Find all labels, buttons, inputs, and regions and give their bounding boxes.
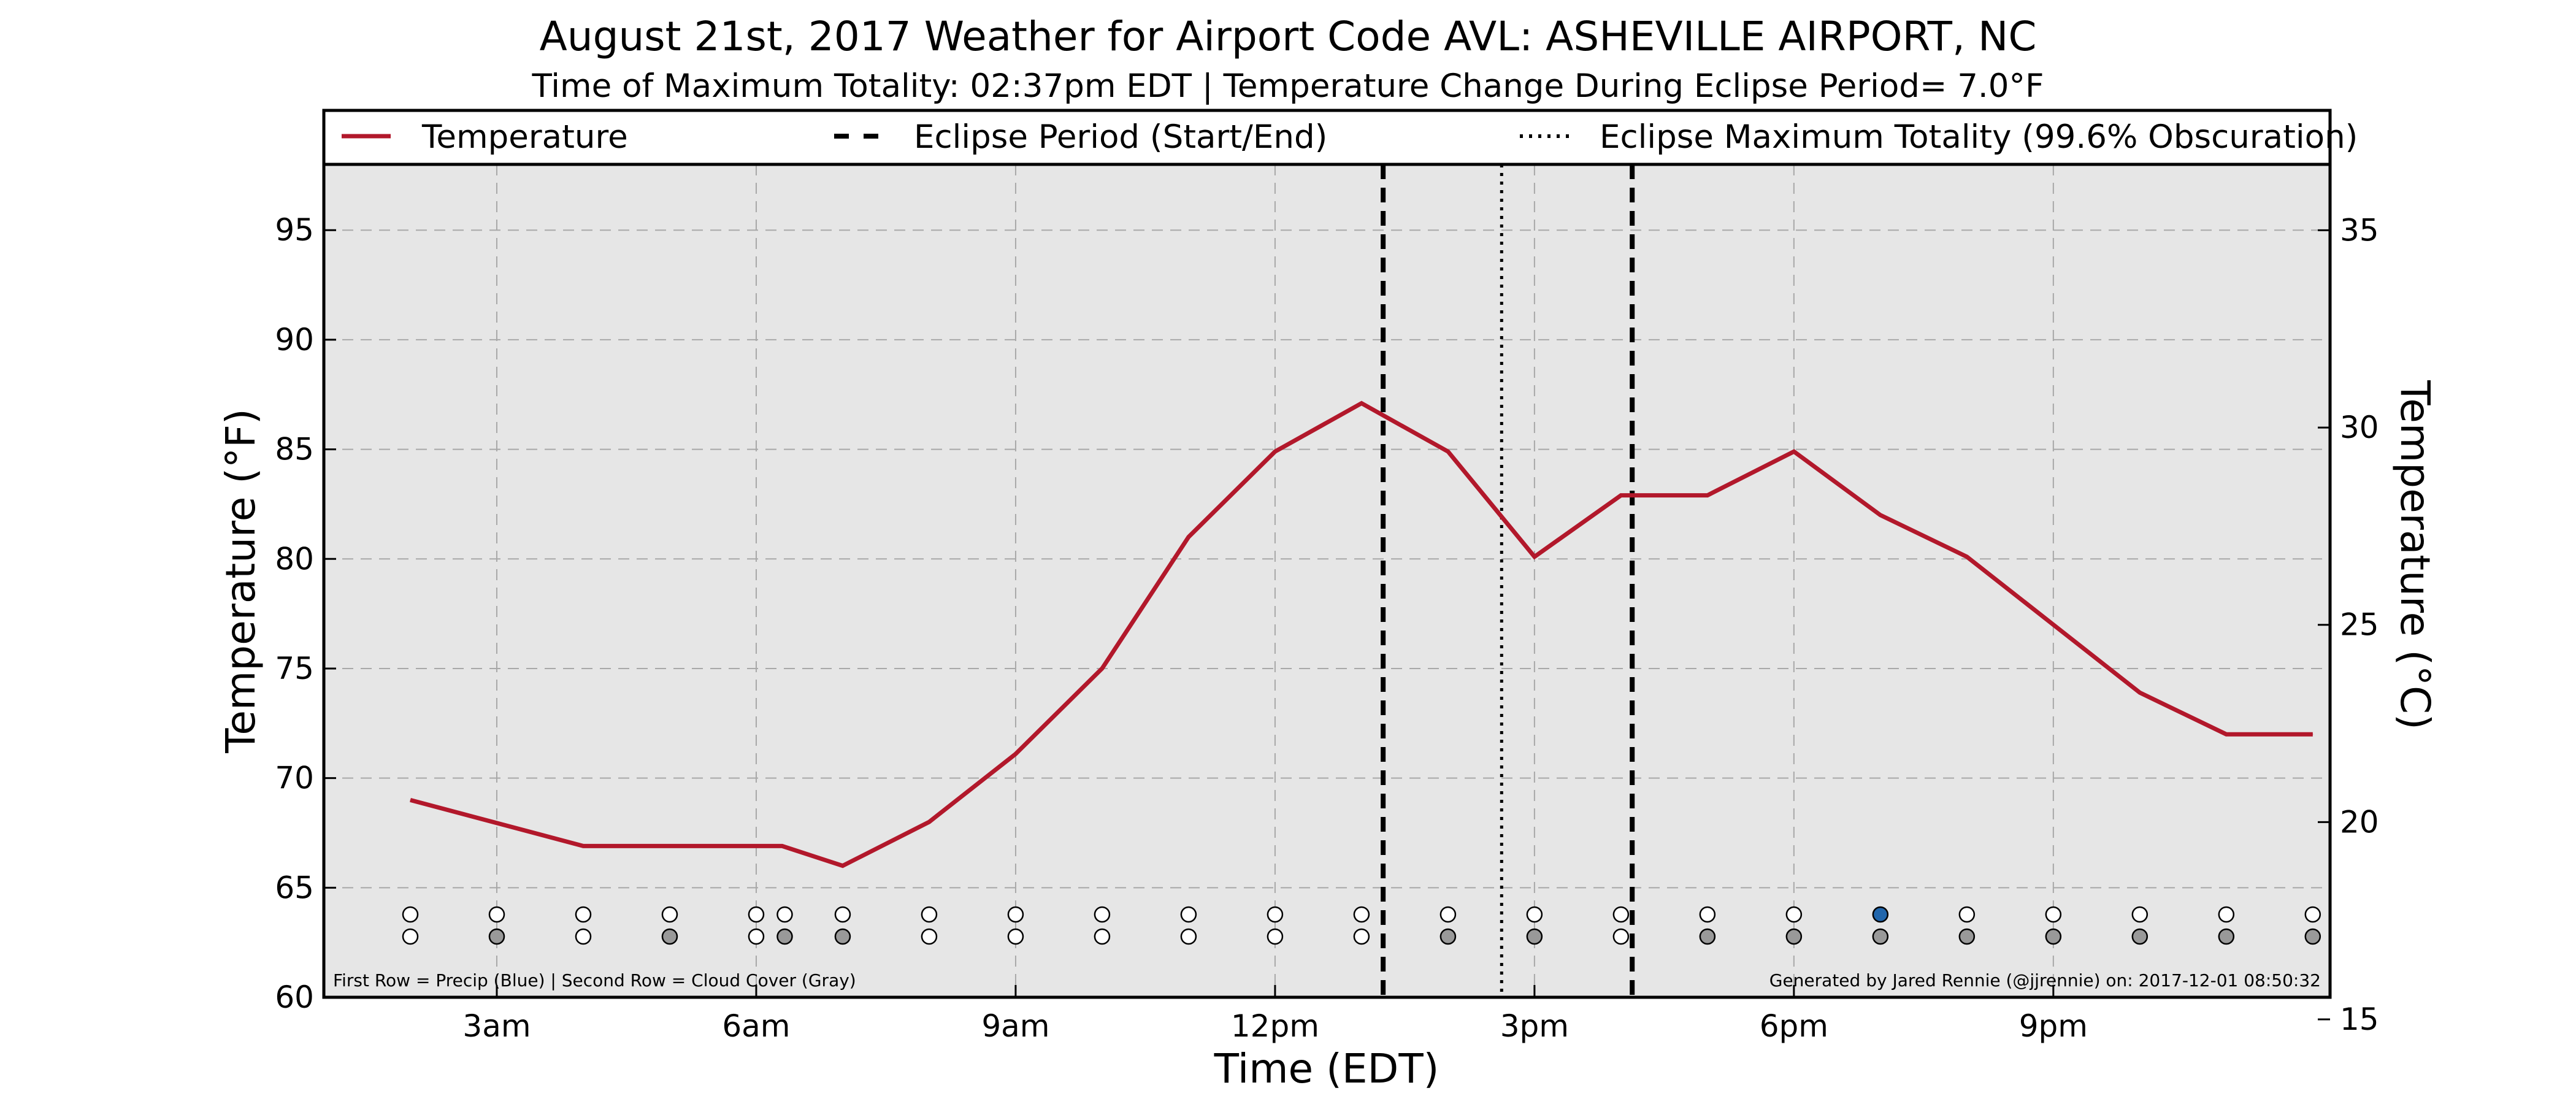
y-right-tick-label: 20 [2340, 804, 2379, 840]
precip-marker [1958, 906, 1976, 923]
y-tick-label: 60 [275, 979, 314, 1015]
y-tick-label: 85 [275, 432, 314, 467]
precip-marker [1267, 906, 1284, 923]
precip-marker [1699, 906, 1716, 923]
y-tick-label: 65 [275, 870, 314, 905]
cloud-cover-marker [488, 928, 505, 945]
cloud-cover-marker [1958, 928, 1976, 945]
precip-marker [575, 906, 592, 923]
precip-marker [748, 906, 765, 923]
cloud-cover-marker [1526, 928, 1543, 945]
temperature-point [1707, 495, 1708, 496]
cloud-cover-marker [1439, 928, 1457, 945]
y-right-tick-label: 30 [2340, 410, 2379, 445]
cloud-cover-marker [661, 928, 678, 945]
y-right-tick-label: 15 [2340, 1002, 2379, 1037]
precip-marker [834, 906, 851, 923]
precip-marker [2045, 906, 2062, 923]
y-axis-label-right: Temperature (°C) [2391, 380, 2439, 730]
cloud-cover-marker [1094, 928, 1111, 945]
cloud-cover-marker [1007, 928, 1024, 945]
cloud-cover-marker [1785, 928, 1803, 945]
y-tick-label: 70 [275, 761, 314, 796]
cloud-cover-marker [921, 928, 938, 945]
precip-marker [1353, 906, 1370, 923]
y-axis-right: 15 20 25 30 35 [2318, 212, 2379, 1037]
precip-marker [661, 906, 678, 923]
x-tick-label: 9am [981, 1008, 1049, 1044]
precip-marker [402, 906, 419, 923]
precip-marker [1439, 906, 1457, 923]
cloud-cover-marker [1872, 928, 1889, 945]
grid-lines [324, 164, 2330, 997]
precip-marker [1872, 906, 1889, 923]
temperature-point [1620, 495, 1622, 496]
temperature-point [2139, 692, 2141, 693]
cloud-cover-marker [2304, 928, 2321, 945]
precip-marker [1094, 906, 1111, 923]
footnote-credit: Generated by Jared Rennie (@jjrennie) on… [1769, 970, 2321, 991]
chart-subtitle: Time of Maximum Totality: 02:37pm EDT | … [532, 67, 2044, 105]
precip-marker [1526, 906, 1543, 923]
temperature-point [1534, 556, 1535, 558]
precip-marker [488, 906, 505, 923]
temperature-series [410, 401, 2313, 868]
cloud-cover-marker [776, 928, 793, 945]
temperature-point [1793, 451, 1795, 452]
temperature-point [2312, 734, 2313, 735]
precip-marker [776, 906, 793, 923]
precip-marker [1785, 906, 1803, 923]
precip-marker [921, 906, 938, 923]
legend-box [322, 109, 2332, 166]
cloud-cover-marker [575, 928, 592, 945]
cloud-cover-marker [2045, 928, 2062, 945]
chart-title: August 21st, 2017 Weather for Airport Co… [540, 13, 2037, 60]
plot-area [324, 164, 2330, 997]
x-axis: 3am 6am 9am 12pm 3pm 6pm 9pm [462, 985, 2088, 1044]
x-tick-label: 3pm [1500, 1008, 1569, 1044]
cloud-cover-marker [2131, 928, 2149, 945]
x-tick-label: 3am [462, 1008, 531, 1044]
y-tick-label: 75 [275, 651, 314, 686]
temperature-point [842, 865, 843, 867]
cloud-cover-marker [402, 928, 419, 945]
x-tick-label: 9pm [2019, 1008, 2088, 1044]
temperature-point [1966, 556, 1968, 558]
cloud-cover-marker [2218, 928, 2235, 945]
cloud-cover-marker [748, 928, 765, 945]
y-tick-label: 90 [275, 322, 314, 358]
y-right-tick-label: 25 [2340, 607, 2379, 643]
precip-marker [2131, 906, 2149, 923]
eclipse-markers [1381, 164, 1635, 997]
legend-eclipse-period-label: Eclipse Period (Start/End) [914, 118, 1327, 156]
temperature-point [1447, 451, 1449, 452]
cloud-cover-marker [834, 928, 851, 945]
y-tick-label: 95 [275, 212, 314, 248]
precip-marker [1007, 906, 1024, 923]
cloud-cover-marker [1180, 928, 1197, 945]
observation-rows [402, 906, 2321, 945]
footnote-legend-rows: First Row = Precip (Blue) | Second Row =… [333, 970, 856, 991]
legend-temperature-label: Temperature [421, 118, 628, 156]
legend-eclipse-max-label: Eclipse Maximum Totality (99.6% Obscurat… [1600, 118, 2358, 156]
x-tick-label: 12pm [1231, 1008, 1319, 1044]
y-right-tick-label: 35 [2340, 212, 2379, 248]
x-axis-label: Time (EDT) [1214, 1045, 1439, 1092]
cloud-cover-marker [1699, 928, 1716, 945]
x-tick-label: 6pm [1760, 1008, 1828, 1044]
x-tick-label: 6am [722, 1008, 790, 1044]
y-tick-label: 80 [275, 541, 314, 577]
precip-marker [2304, 906, 2321, 923]
precip-marker [2218, 906, 2235, 923]
cloud-cover-marker [1267, 928, 1284, 945]
cloud-cover-marker [1612, 928, 1630, 945]
y-axis-left: 60 65 70 75 80 85 90 95 [275, 212, 336, 1015]
precip-marker [1612, 906, 1630, 923]
y-axis-label-left: Temperature (°F) [217, 408, 264, 754]
temperature-point [1361, 403, 1362, 404]
legend: Temperature Eclipse Period (Start/End) E… [322, 109, 2358, 166]
precip-marker [1180, 906, 1197, 923]
cloud-cover-marker [1353, 928, 1370, 945]
